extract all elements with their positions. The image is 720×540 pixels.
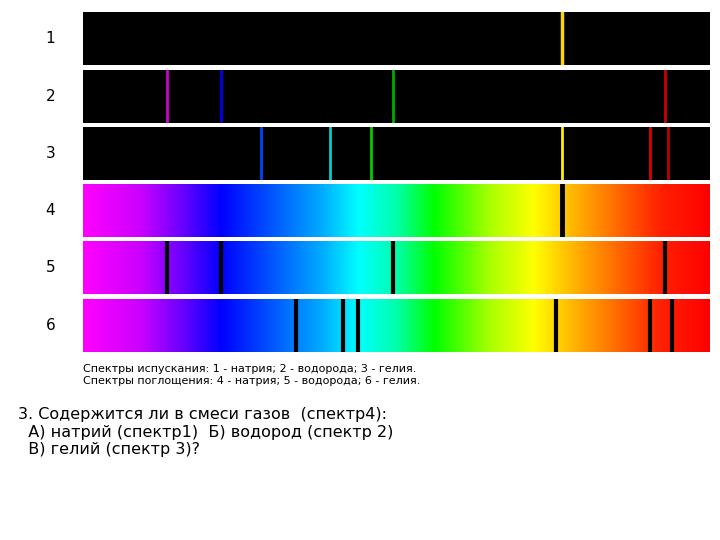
Text: 5: 5 [45, 260, 55, 275]
Text: 3. Содержится ли в смеси газов  (спектр4):
  А) натрий (спектр1)  Б) водород (сп: 3. Содержится ли в смеси газов (спектр4)… [18, 407, 393, 457]
Text: 2: 2 [45, 89, 55, 104]
Text: 1: 1 [45, 31, 55, 46]
Text: Спектры испускания: 1 - натрия; 2 - водорода; 3 - гелия.
Спектры поглощения: 4 -: Спектры испускания: 1 - натрия; 2 - водо… [83, 364, 420, 386]
Text: 4: 4 [45, 203, 55, 218]
Text: 6: 6 [45, 318, 55, 333]
Text: 3: 3 [45, 146, 55, 161]
